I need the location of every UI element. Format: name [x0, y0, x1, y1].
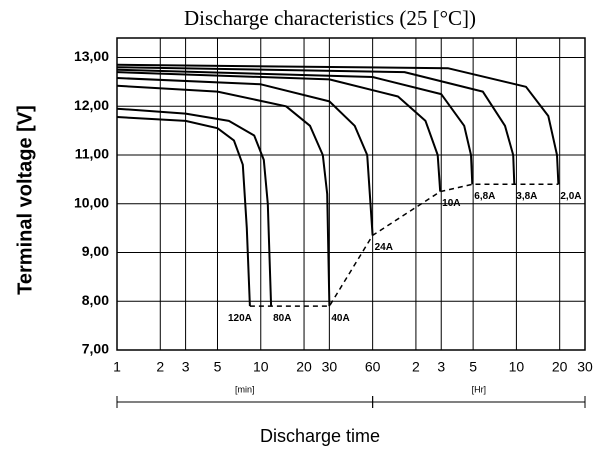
- x-tick-label: 10: [509, 359, 525, 375]
- y-tick-label: 11,00: [75, 146, 109, 162]
- discharge-curve: [116, 77, 374, 236]
- series-label: 120A: [228, 313, 252, 324]
- discharge-curve: [116, 71, 442, 192]
- series-label: 3,8A: [516, 191, 537, 202]
- discharge-curve: [116, 63, 560, 185]
- x-tick-label: 60: [365, 359, 381, 375]
- series-label: 6,8A: [474, 191, 495, 202]
- series-label: 24A: [375, 242, 393, 253]
- x-tick-label: 3: [182, 359, 190, 375]
- x-tick-label: 30: [322, 359, 338, 375]
- x-tick-label: 2: [412, 359, 420, 375]
- y-tick-label: 9,00: [82, 243, 109, 259]
- series-label: 10A: [442, 198, 460, 209]
- y-tick-label: 7,00: [82, 341, 109, 357]
- x-tick-label: 10: [253, 359, 269, 375]
- y-tick-label: 12,00: [74, 97, 109, 113]
- x-tick-label: 2: [156, 359, 164, 375]
- plot-frame: [116, 37, 586, 351]
- chart-title: Discharge characteristics (25 [°C]): [184, 6, 476, 30]
- x-tick-label: 5: [469, 359, 477, 375]
- discharge-curve: [116, 68, 474, 185]
- series-label: 80A: [273, 313, 291, 324]
- discharge-curve: [116, 107, 273, 307]
- section-label: [min]: [235, 384, 255, 394]
- y-tick-label: 10,00: [74, 194, 109, 210]
- series-label: 2,0A: [560, 191, 581, 202]
- x-tick-label: 20: [296, 359, 312, 375]
- x-tick-label: 5: [214, 359, 222, 375]
- x-axis-label: Discharge time: [260, 426, 380, 446]
- discharge-curve: [116, 66, 516, 185]
- x-tick-label: 20: [552, 359, 568, 375]
- discharge-curve: [116, 84, 331, 307]
- y-axis-label: Terminal voltage [V]: [14, 105, 36, 295]
- x-tick-label: 30: [577, 359, 593, 375]
- x-tick-label: 3: [437, 359, 445, 375]
- series-label: 40A: [331, 313, 349, 324]
- x-tick-label: 1: [113, 359, 121, 375]
- y-tick-label: 13,00: [74, 48, 109, 64]
- y-tick-label: 8,00: [82, 292, 109, 308]
- section-label: [Hr]: [472, 384, 487, 394]
- cutoff-line: [249, 183, 559, 307]
- discharge-curve: [116, 116, 251, 307]
